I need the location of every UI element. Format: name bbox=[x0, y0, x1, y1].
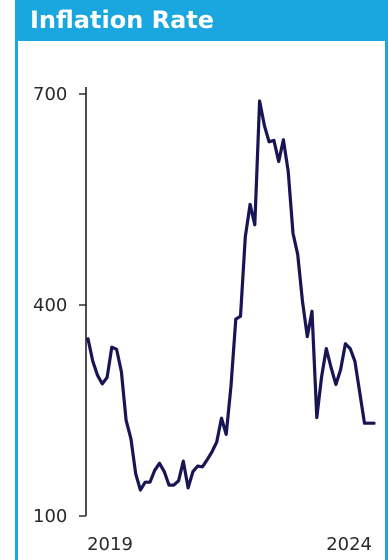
series-layer bbox=[86, 99, 376, 492]
y-axis-ticks: 700 400 100 bbox=[33, 84, 86, 527]
x-tick-label: 2024 bbox=[326, 534, 372, 555]
series-line bbox=[86, 99, 376, 492]
x-axis-ticks: 2019 2024 bbox=[87, 534, 372, 555]
chart-frame bbox=[15, 0, 388, 560]
y-tick-label: 100 bbox=[33, 506, 67, 527]
y-tick-label: 700 bbox=[33, 84, 67, 105]
title-bar bbox=[15, 0, 388, 41]
chart-title: Inflation Rate bbox=[30, 6, 215, 34]
x-tick-label: 2019 bbox=[87, 534, 133, 555]
y-tick-label: 400 bbox=[33, 295, 67, 316]
